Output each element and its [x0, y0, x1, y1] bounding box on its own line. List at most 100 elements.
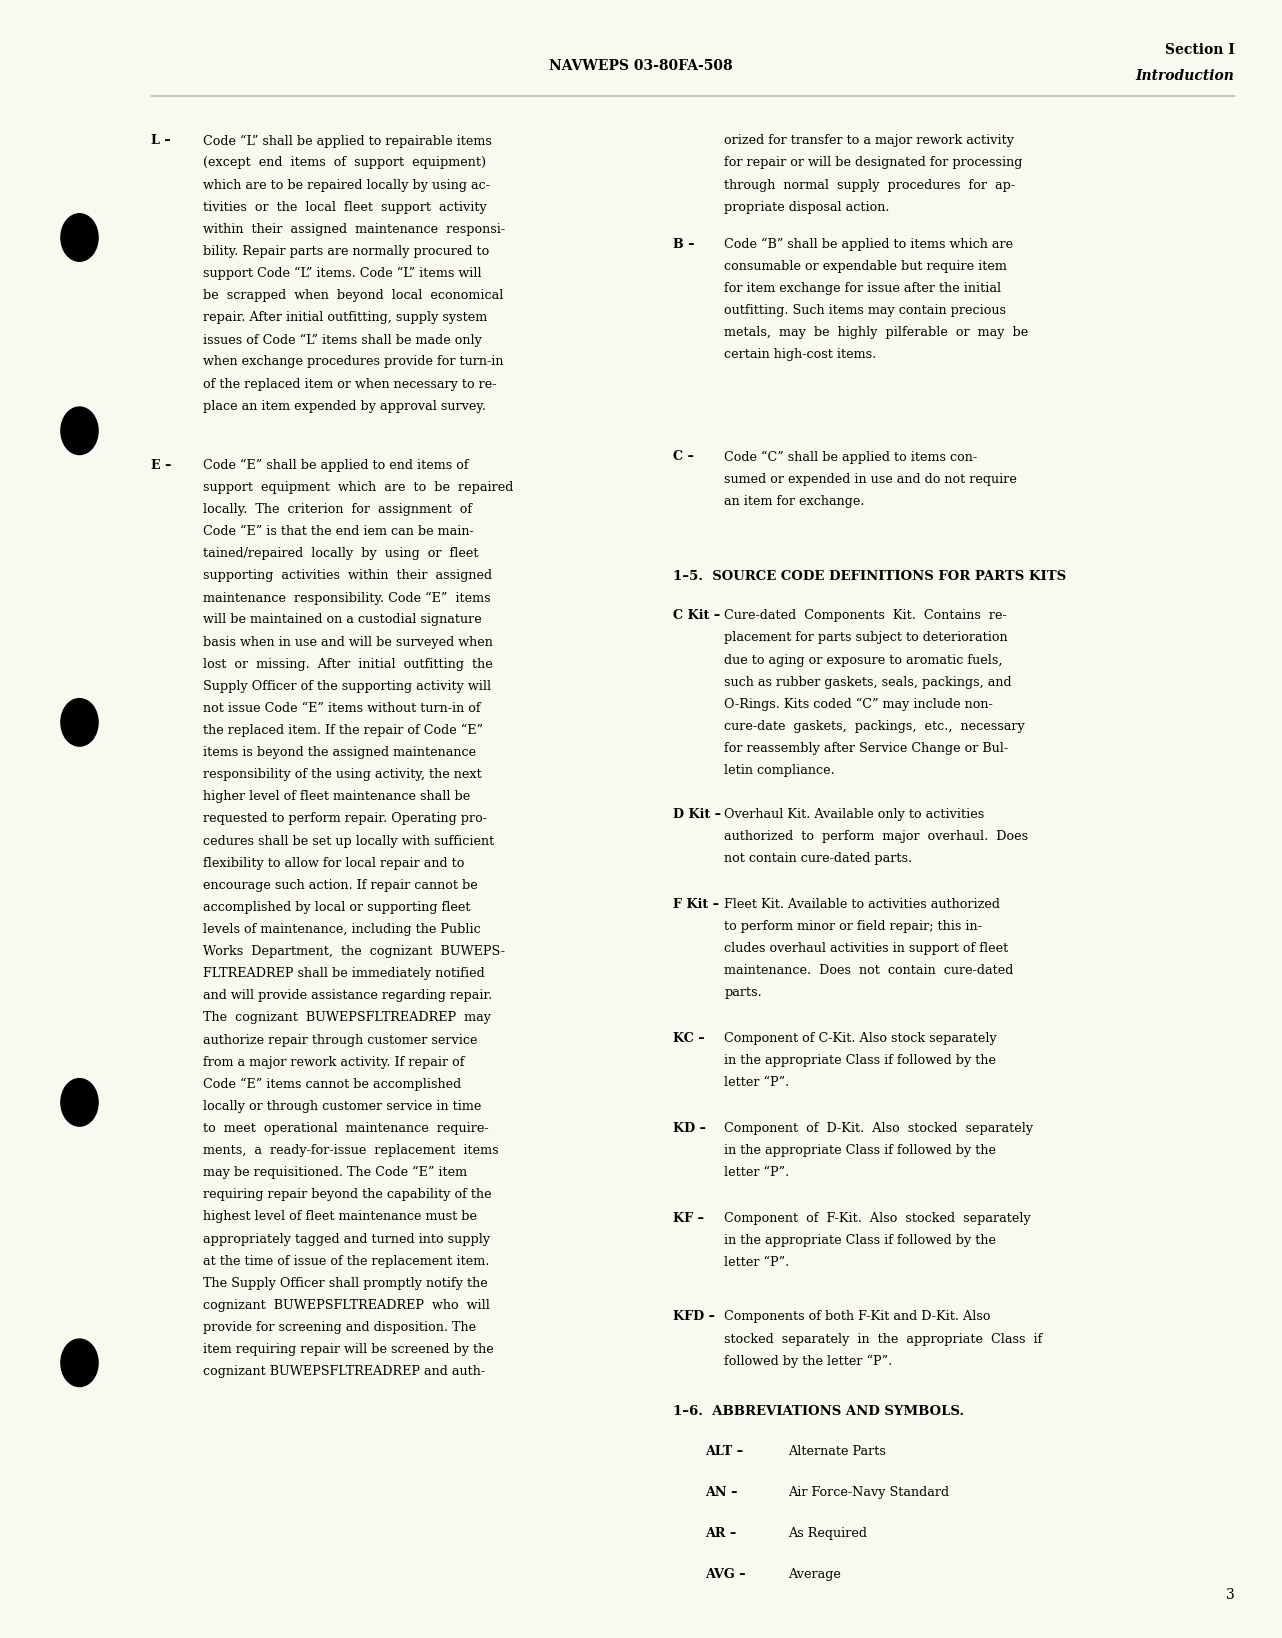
Text: place an item expended by approval survey.: place an item expended by approval surve… [203, 400, 486, 413]
Text: an item for exchange.: an item for exchange. [724, 495, 865, 508]
Text: ments,  a  ready-for-issue  replacement  items: ments, a ready-for-issue replacement ite… [203, 1143, 499, 1156]
Text: propriate disposal action.: propriate disposal action. [724, 200, 890, 213]
Text: (except  end  items  of  support  equipment): (except end items of support equipment) [203, 156, 486, 169]
Text: not issue Code “E” items without turn-in of: not issue Code “E” items without turn-in… [203, 701, 481, 714]
Text: within  their  assigned  maintenance  responsi-: within their assigned maintenance respon… [203, 223, 505, 236]
Text: FLTREADREP shall be immediately notified: FLTREADREP shall be immediately notified [203, 966, 485, 980]
Text: and will provide assistance regarding repair.: and will provide assistance regarding re… [203, 989, 492, 1002]
Text: KF –: KF – [673, 1212, 704, 1225]
Text: stocked  separately  in  the  appropriate  Class  if: stocked separately in the appropriate Cl… [724, 1333, 1042, 1345]
Text: Code “C” shall be applied to items con-: Code “C” shall be applied to items con- [724, 450, 977, 464]
Text: Component of C-Kit. Also stock separately: Component of C-Kit. Also stock separatel… [724, 1032, 997, 1045]
Text: D Kit –: D Kit – [673, 808, 720, 821]
Text: of the replaced item or when necessary to re-: of the replaced item or when necessary t… [203, 377, 496, 390]
Text: AR –: AR – [705, 1527, 736, 1540]
Text: be  scrapped  when  beyond  local  economical: be scrapped when beyond local economical [203, 288, 503, 301]
Text: not contain cure-dated parts.: not contain cure-dated parts. [724, 852, 913, 865]
Text: at the time of issue of the replacement item.: at the time of issue of the replacement … [203, 1255, 488, 1268]
Text: O-Rings. Kits coded “C” may include non-: O-Rings. Kits coded “C” may include non- [724, 698, 994, 711]
Text: locally.  The  criterion  for  assignment  of: locally. The criterion for assignment of [203, 503, 472, 516]
Text: KFD –: KFD – [673, 1310, 715, 1324]
Text: B –: B – [673, 238, 695, 251]
Circle shape [62, 1340, 97, 1386]
Text: tivities  or  the  local  fleet  support  activity: tivities or the local fleet support acti… [203, 200, 486, 213]
Text: such as rubber gaskets, seals, packings, and: such as rubber gaskets, seals, packings,… [724, 675, 1011, 688]
Text: sumed or expended in use and do not require: sumed or expended in use and do not requ… [724, 472, 1017, 485]
Text: Overhaul Kit. Available only to activities: Overhaul Kit. Available only to activiti… [724, 808, 985, 821]
Circle shape [62, 215, 97, 262]
Text: accomplished by local or supporting fleet: accomplished by local or supporting flee… [203, 901, 470, 914]
Text: Fleet Kit. Available to activities authorized: Fleet Kit. Available to activities autho… [724, 898, 1000, 911]
Text: flexibility to allow for local repair and to: flexibility to allow for local repair an… [203, 857, 464, 870]
Text: in the appropriate Class if followed by the: in the appropriate Class if followed by … [724, 1235, 996, 1247]
Text: parts.: parts. [724, 986, 762, 999]
Text: repair. After initial outfitting, supply system: repair. After initial outfitting, supply… [203, 311, 487, 324]
Text: for reassembly after Service Change or Bul-: for reassembly after Service Change or B… [724, 742, 1009, 755]
Text: letter “P”.: letter “P”. [724, 1076, 790, 1089]
Text: placement for parts subject to deterioration: placement for parts subject to deteriora… [724, 631, 1008, 644]
Text: from a major rework activity. If repair of: from a major rework activity. If repair … [203, 1057, 464, 1068]
Text: basis when in use and will be surveyed when: basis when in use and will be surveyed w… [203, 636, 492, 649]
Text: may be requisitioned. The Code “E” item: may be requisitioned. The Code “E” item [203, 1166, 467, 1179]
Circle shape [62, 698, 97, 745]
Text: cognizant BUWEPSFLTREADREP and auth-: cognizant BUWEPSFLTREADREP and auth- [203, 1366, 485, 1378]
Text: maintenance.  Does  not  contain  cure-dated: maintenance. Does not contain cure-dated [724, 963, 1014, 976]
Text: lost  or  missing.  After  initial  outfitting  the: lost or missing. After initial outfittin… [203, 657, 492, 670]
Text: for item exchange for issue after the initial: for item exchange for issue after the in… [724, 282, 1001, 295]
Text: Code “B” shall be applied to items which are: Code “B” shall be applied to items which… [724, 238, 1014, 251]
Text: tained/repaired  locally  by  using  or  fleet: tained/repaired locally by using or flee… [203, 547, 478, 560]
Text: due to aging or exposure to aromatic fuels,: due to aging or exposure to aromatic fue… [724, 654, 1003, 667]
Text: KC –: KC – [673, 1032, 705, 1045]
Text: levels of maintenance, including the Public: levels of maintenance, including the Pub… [203, 924, 481, 935]
Text: authorized  to  perform  major  overhaul.  Does: authorized to perform major overhaul. Do… [724, 829, 1028, 842]
Text: 1–5.  SOURCE CODE DEFINITIONS FOR PARTS KITS: 1–5. SOURCE CODE DEFINITIONS FOR PARTS K… [673, 570, 1067, 583]
Text: to  meet  operational  maintenance  require-: to meet operational maintenance require- [203, 1122, 488, 1135]
Text: C –: C – [673, 450, 694, 464]
Text: responsibility of the using activity, the next: responsibility of the using activity, th… [203, 768, 481, 781]
Text: through  normal  supply  procedures  for  ap-: through normal supply procedures for ap- [724, 179, 1015, 192]
Text: certain high-cost items.: certain high-cost items. [724, 349, 877, 360]
Text: cludes overhaul activities in support of fleet: cludes overhaul activities in support of… [724, 942, 1009, 955]
Text: support  equipment  which  are  to  be  repaired: support equipment which are to be repair… [203, 482, 513, 493]
Text: Component  of  D-Kit.  Also  stocked  separately: Component of D-Kit. Also stocked separat… [724, 1122, 1033, 1135]
Text: requiring repair beyond the capability of the: requiring repair beyond the capability o… [203, 1189, 491, 1201]
Text: requested to perform repair. Operating pro-: requested to perform repair. Operating p… [203, 812, 487, 826]
Text: Code “E” items cannot be accomplished: Code “E” items cannot be accomplished [203, 1078, 460, 1091]
Text: L –: L – [151, 134, 171, 147]
Text: cognizant  BUWEPSFLTREADREP  who  will: cognizant BUWEPSFLTREADREP who will [203, 1299, 490, 1312]
Text: The Supply Officer shall promptly notify the: The Supply Officer shall promptly notify… [203, 1278, 487, 1289]
Text: will be maintained on a custodial signature: will be maintained on a custodial signat… [203, 614, 481, 626]
Text: Alternate Parts: Alternate Parts [788, 1445, 886, 1458]
Text: letter “P”.: letter “P”. [724, 1166, 790, 1179]
Circle shape [62, 408, 97, 455]
Text: cure-date  gaskets,  packings,  etc.,  necessary: cure-date gaskets, packings, etc., neces… [724, 721, 1026, 732]
Text: Components of both F-Kit and D-Kit. Also: Components of both F-Kit and D-Kit. Also [724, 1310, 991, 1324]
Text: outfitting. Such items may contain precious: outfitting. Such items may contain preci… [724, 305, 1006, 316]
Text: Code “E” shall be applied to end items of: Code “E” shall be applied to end items o… [203, 459, 468, 472]
Text: higher level of fleet maintenance shall be: higher level of fleet maintenance shall … [203, 791, 469, 803]
Text: provide for screening and disposition. The: provide for screening and disposition. T… [203, 1320, 476, 1333]
Text: Supply Officer of the supporting activity will: Supply Officer of the supporting activit… [203, 680, 491, 693]
Text: locally or through customer service in time: locally or through customer service in t… [203, 1101, 481, 1112]
Text: C Kit –: C Kit – [673, 609, 720, 622]
Text: items is beyond the assigned maintenance: items is beyond the assigned maintenance [203, 747, 476, 758]
Text: support Code “L” items. Code “L” items will: support Code “L” items. Code “L” items w… [203, 267, 481, 280]
Text: Introduction: Introduction [1136, 69, 1235, 82]
Text: Air Force-Navy Standard: Air Force-Navy Standard [788, 1486, 950, 1499]
Text: metals,  may  be  highly  pilferable  or  may  be: metals, may be highly pilferable or may … [724, 326, 1028, 339]
Text: Section I: Section I [1164, 43, 1235, 56]
Text: As Required: As Required [788, 1527, 868, 1540]
Text: cedures shall be set up locally with sufficient: cedures shall be set up locally with suf… [203, 835, 494, 847]
Text: F Kit –: F Kit – [673, 898, 719, 911]
Text: the replaced item. If the repair of Code “E”: the replaced item. If the repair of Code… [203, 724, 482, 737]
Text: E –: E – [151, 459, 172, 472]
Text: highest level of fleet maintenance must be: highest level of fleet maintenance must … [203, 1210, 477, 1224]
Text: AN –: AN – [705, 1486, 737, 1499]
Text: NAVWEPS 03-80FA-508: NAVWEPS 03-80FA-508 [549, 59, 733, 74]
Text: maintenance  responsibility. Code “E”  items: maintenance responsibility. Code “E” ite… [203, 591, 490, 604]
Text: consumable or expendable but require item: consumable or expendable but require ite… [724, 259, 1008, 272]
Text: Cure-dated  Components  Kit.  Contains  re-: Cure-dated Components Kit. Contains re- [724, 609, 1008, 622]
Text: Works  Department,  the  cognizant  BUWEPS-: Works Department, the cognizant BUWEPS- [203, 945, 505, 958]
Text: 3: 3 [1226, 1587, 1235, 1602]
Text: letin compliance.: letin compliance. [724, 763, 835, 776]
